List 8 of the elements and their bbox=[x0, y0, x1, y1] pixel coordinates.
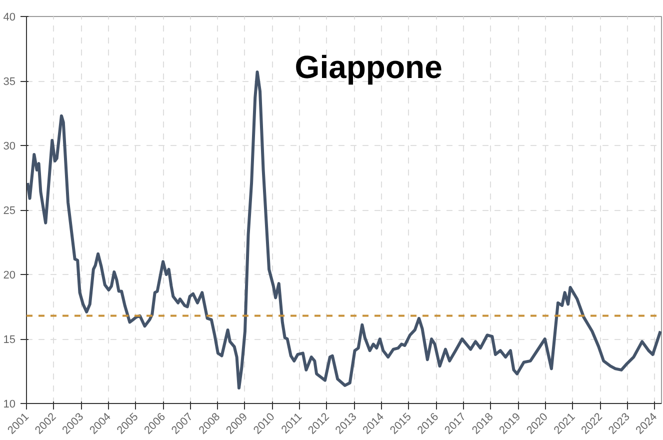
y-tick-label: 25 bbox=[3, 205, 16, 217]
y-tick-label: 20 bbox=[3, 270, 16, 282]
y-tick-label: 40 bbox=[3, 12, 16, 24]
y-tick-label: 30 bbox=[3, 140, 16, 152]
y-tick-label: 15 bbox=[3, 334, 16, 346]
text: Giappone bbox=[294, 48, 442, 85]
y-tick-label: 35 bbox=[3, 76, 16, 88]
y-tick-label: 10 bbox=[3, 398, 16, 410]
